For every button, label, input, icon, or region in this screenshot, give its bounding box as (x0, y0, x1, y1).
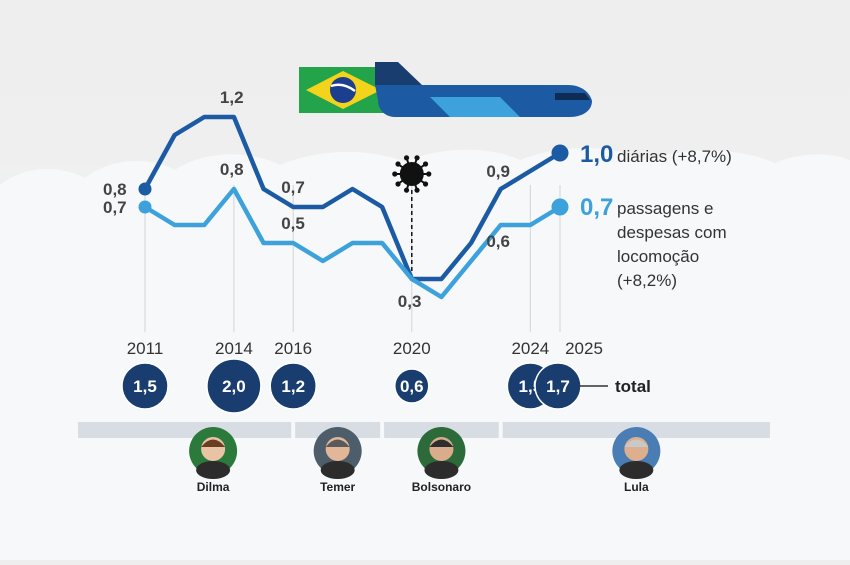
series-1-start-point (138, 200, 152, 214)
total-circle (206, 358, 262, 414)
virus-spike-tip (414, 155, 420, 161)
virus-icon (392, 155, 432, 193)
total-circle (121, 362, 169, 410)
virus-spike-tip (403, 155, 410, 161)
x-tick-2016: 2016 (274, 339, 312, 358)
total-circle (394, 368, 430, 404)
series-0-start-point (138, 182, 152, 196)
point-label: 0,7 (281, 178, 305, 197)
points-layer (138, 144, 569, 216)
presidents: Dilma Temer Bolsonaro Lula (189, 427, 661, 494)
totals-row: 1,5 2,0 1,2 0,6 1,5 1,7 (121, 358, 608, 414)
president-dilma: Dilma (189, 427, 238, 494)
series-1-end-point (551, 198, 569, 216)
virus-spike-tip (403, 187, 410, 193)
x-tick-2020: 2020 (393, 339, 431, 358)
avatar-hair (624, 439, 649, 447)
virus-spike-tip (395, 161, 401, 167)
virus-spike-tip (426, 171, 432, 177)
x-tick-2024: 2024 (511, 339, 549, 358)
legend-label-passagens-2: despesas com (617, 223, 727, 242)
avatar-body (196, 461, 231, 479)
virus-spike-tip (395, 181, 401, 187)
legend: 1,0 diárias (+8,7%) 0,7 passagens e desp… (580, 141, 732, 290)
total-bubble-2025: 1,7 (534, 362, 582, 410)
avatar-body (424, 461, 459, 479)
point-label: 0,3 (398, 292, 422, 311)
timeline-segment-dilma (78, 422, 292, 438)
legend-value-diarias: 1,0 (580, 141, 613, 168)
legend-label-passagens-1: passagens e (617, 199, 713, 218)
avatar-hair (325, 439, 350, 447)
virus-spike-tip (392, 171, 398, 177)
x-tick-2025: 2025 (565, 339, 603, 358)
virus-spike-tip (414, 187, 420, 193)
point-label: 0,6 (486, 232, 510, 251)
series-line-1 (142, 186, 563, 300)
president-name: Dilma (197, 480, 230, 494)
x-axis-ticks: 2011 2014 2016 2020 2024 2025 (127, 339, 603, 358)
point-label: 0,5 (281, 214, 305, 233)
total-bubble-2016: 1,2 (269, 362, 317, 410)
series-layer (142, 114, 563, 300)
avatar-hair (201, 439, 226, 447)
series-0-end-point (551, 144, 569, 162)
point-label: 0,8 (103, 180, 127, 199)
total-value: 0,6 (400, 377, 424, 396)
legend-label-diarias: diárias (+8,7%) (617, 147, 732, 166)
total-bubble-2011: 1,5 (121, 362, 169, 410)
total-value: 1,2 (281, 377, 305, 396)
legend-value-passagens: 0,7 (580, 194, 613, 221)
x-tick-2014: 2014 (215, 339, 253, 358)
total-value: 1,5 (133, 377, 157, 396)
president-name: Bolsonaro (412, 480, 471, 494)
legend-label-passagens-4: (+8,2%) (617, 271, 677, 290)
point-label: 0,7 (103, 198, 127, 217)
airplane-icon (375, 62, 592, 117)
point-label: 0,9 (486, 162, 510, 181)
avatar-body (320, 461, 355, 479)
president-temer: Temer (313, 427, 362, 494)
avatar-hair (429, 439, 454, 447)
total-bubble-2020: 0,6 (394, 368, 430, 404)
president-lula: Lula (612, 427, 661, 494)
avatar-body (619, 461, 654, 479)
totals-label: total (615, 377, 651, 396)
virus-body (399, 162, 424, 186)
point-labels: 0,81,20,70,90,70,80,50,30,6 (103, 88, 510, 311)
total-value: 1,7 (546, 377, 570, 396)
legend-label-passagens-3: locomoção (617, 247, 699, 266)
total-bubble-2014: 2,0 (206, 358, 262, 414)
x-tick-2011: 2011 (127, 339, 164, 358)
point-label: 1,2 (220, 88, 244, 107)
president-bolsonaro: Bolsonaro (412, 427, 471, 494)
virus-spike-tip (422, 161, 429, 167)
total-value: 2,0 (222, 377, 246, 396)
president-name: Lula (624, 480, 649, 494)
series-line-0 (142, 114, 563, 282)
president-name: Temer (320, 480, 355, 494)
point-label: 0,8 (220, 160, 244, 179)
virus-spike-tip (422, 181, 429, 187)
brazil-flag-icon (299, 67, 389, 113)
total-circle (269, 362, 317, 410)
